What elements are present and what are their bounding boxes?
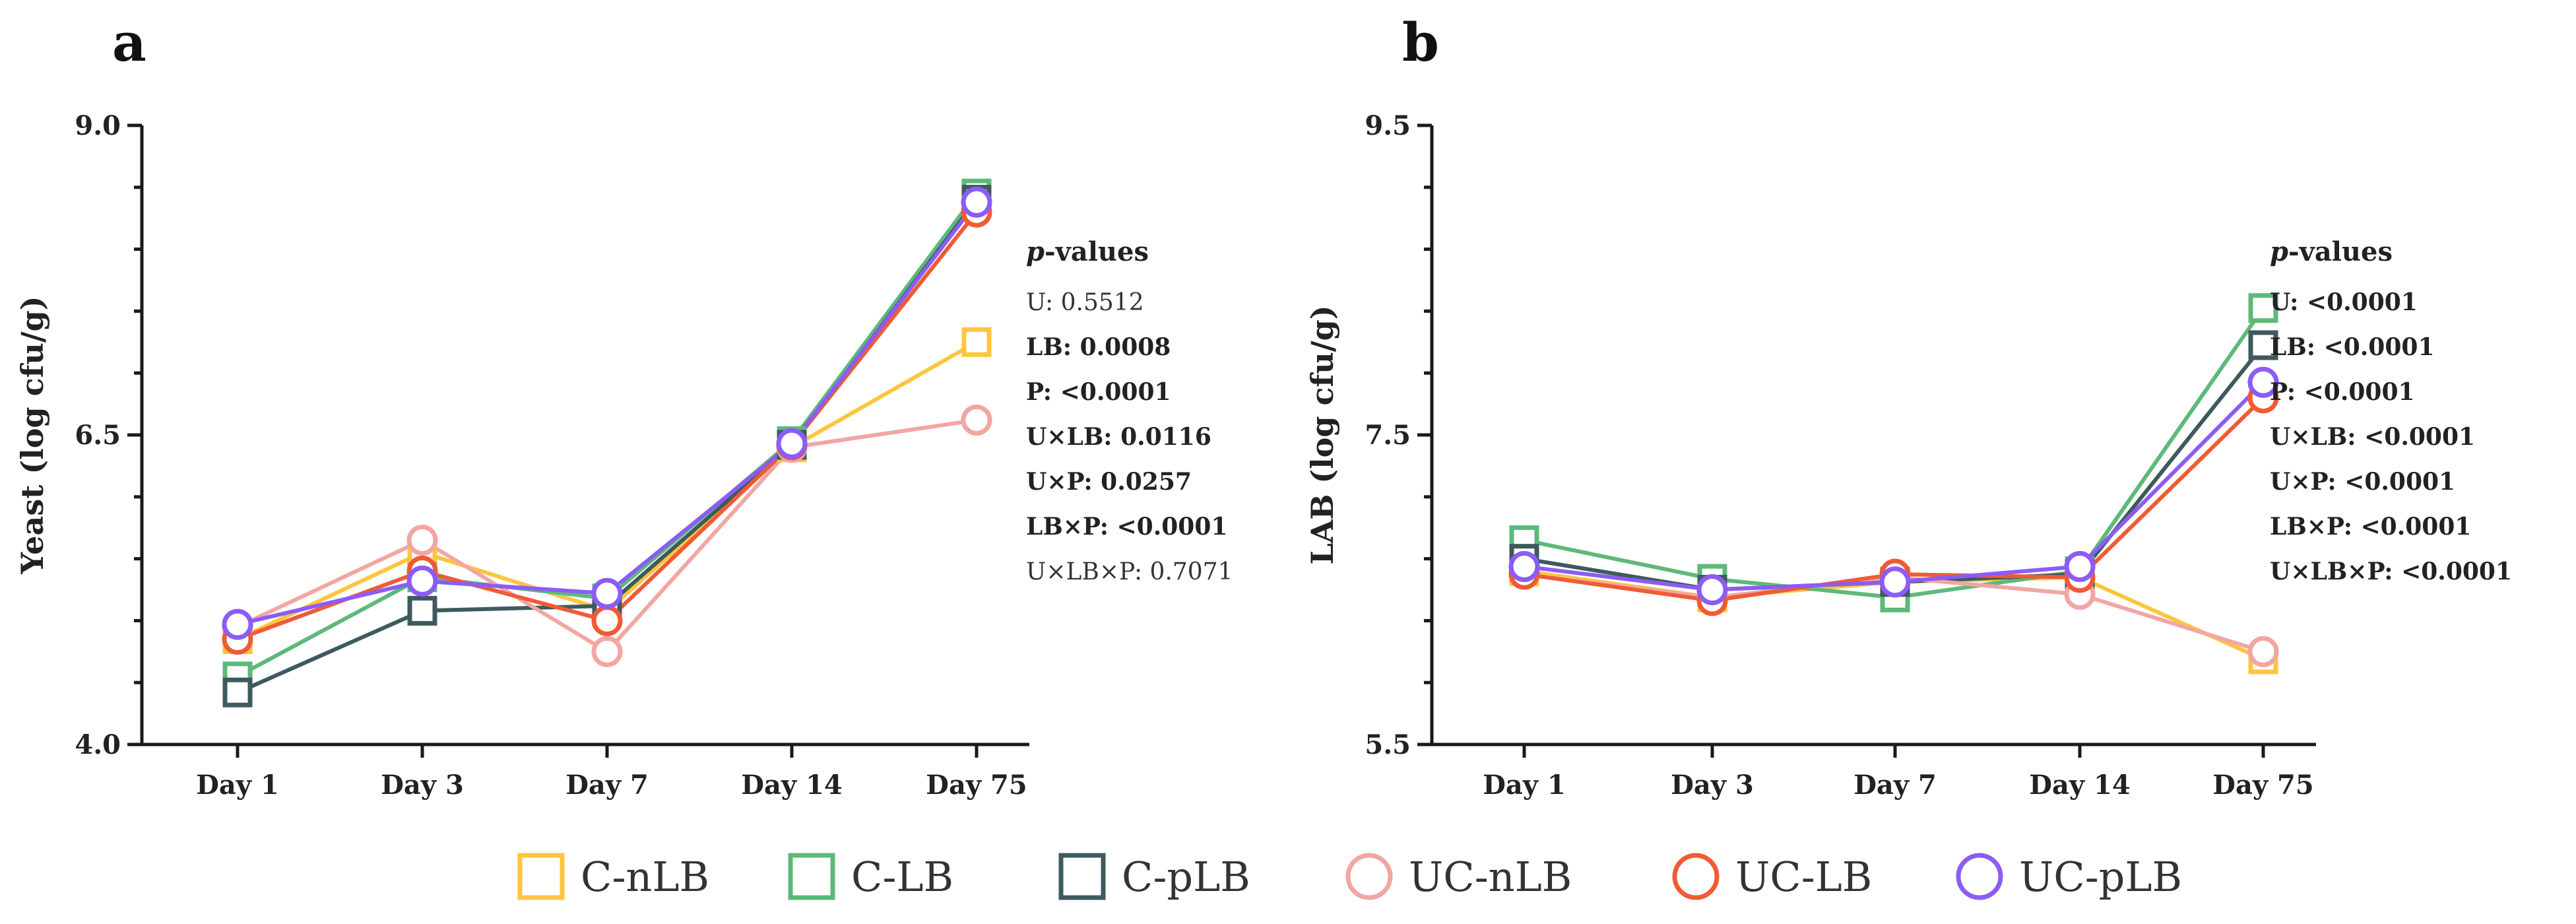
legend-label-uc-nlb: UC-nLB (1409, 853, 1572, 901)
panel-a-point-uc-plb (222, 609, 253, 640)
panel-a-y-tick-label: 9.0 (75, 110, 121, 141)
legend: C-nLB C-LB C-pLB UC-nLB UC-LB UC-pLB (517, 853, 2182, 901)
panel-a-point-uc-nlb (961, 404, 992, 436)
panel-a-y-tick-label: 4.0 (75, 729, 121, 760)
panel-b-pvalue-line: LB×P: <0.0001 (2270, 513, 2471, 541)
panel-a-pvalue-line: U×LB×P: 0.7071 (1026, 558, 1233, 585)
panel-b-line-c-lb (1524, 306, 2265, 600)
panel-b-pvalue-line: U×LB: <0.0001 (2270, 423, 2475, 451)
panel-b-pvalue-line: U×LB×P: <0.0001 (2270, 558, 2512, 585)
panel-a-x-tick-label: Day 75 (926, 770, 1027, 801)
panel-b-pvalues-title-p: p (2270, 236, 2288, 267)
panel-a-point-uc-nlb (406, 524, 438, 556)
panel-b-point-uc-plb (2247, 366, 2279, 398)
legend-label-uc-lb: UC-LB (1735, 853, 1872, 901)
panel-b-point-uc-plb (1696, 574, 1728, 605)
legend-label-c-plb: C-pLB (1122, 853, 1250, 901)
panel-b-x-tick-label: Day 75 (2212, 770, 2313, 801)
panel-a-point-uc-nlb (591, 636, 623, 667)
legend-marker-uc-plb (1956, 853, 2003, 900)
panel-a-y-axis-title: Yeast (log cfu/g) (15, 296, 50, 574)
panel-a-letter: a (112, 11, 146, 73)
panel-a-point-uc-plb (591, 578, 623, 609)
panel-b-point-uc-plb (2064, 550, 2096, 582)
legend-label-c-nlb: C-nLB (581, 853, 709, 901)
panel-a-point-c-plb (407, 595, 437, 626)
panel-a-pvalues-title-rest: -values (1045, 236, 1149, 267)
legend-marker-uc-nlb (1345, 853, 1393, 900)
panel-a-pvalue-line: U×P: 0.0257 (1026, 468, 1192, 496)
panel-b-point-uc-plb (1879, 566, 1911, 598)
panel-b-x-tick-label: Day 7 (1853, 770, 1937, 801)
panel-b-pvalues-title: p-values (2270, 236, 2393, 267)
legend-marker-uc-lb (1672, 853, 1720, 900)
panel-b-letter: b (1402, 11, 1439, 73)
panel-b-pvalue-line: P: <0.0001 (2270, 378, 2415, 406)
panel-a-line-uc-plb (237, 201, 979, 626)
panel-a-x-tick-label: Day 1 (196, 770, 279, 801)
panel-b-pvalue-line: U: <0.0001 (2270, 288, 2418, 316)
legend-label-uc-plb: UC-pLB (2019, 853, 2182, 901)
panel-a-x-tick-label: Day 7 (565, 770, 649, 801)
panel-a-point-c-plb (222, 677, 253, 708)
panel-a-yeast-chart: a 4.0 6.5 9.0 Yeast (log cfu/g) Day 1 Day 3 Day… (15, 11, 1233, 801)
panel-a-pvalues-title-p: p (1026, 236, 1045, 267)
panel-b-point-c-plb (2248, 330, 2278, 360)
panel-b-pvalue-line: U×P: <0.0001 (2270, 468, 2455, 496)
panel-a-point-uc-plb (406, 565, 438, 597)
panel-a-pvalue-line: LB: 0.0008 (1026, 333, 1171, 361)
panel-a-pvalues-title: p-values (1026, 236, 1149, 267)
panel-b-y-tick-label: 7.5 (1365, 420, 1411, 451)
panel-b-x-tick-label: Day 3 (1671, 770, 1754, 801)
panel-b-y-axis-title: LAB (log cfu/g) (1304, 306, 1340, 565)
panel-a-point-uc-plb (961, 186, 992, 218)
panel-b-lab-chart: b 5.5 7.5 9.5 LAB (log cfu/g) Day 1 Day 3 Day 7… (1304, 11, 2512, 801)
panel-a-x-tick-label: Day 3 (381, 770, 464, 801)
panel-a-pvalue-line: U: 0.5512 (1026, 289, 1144, 316)
panel-a-pvalue-line: LB×P: <0.0001 (1026, 513, 1227, 541)
panel-b-y-tick-label: 5.5 (1365, 729, 1411, 760)
legend-marker-c-nlb (517, 853, 565, 900)
panel-a-point-uc-plb (776, 428, 808, 459)
panel-a-point-uc-lb (591, 605, 623, 636)
panel-b-pvalue-line: LB: <0.0001 (2270, 333, 2435, 361)
panel-a-x-tick-label: Day 14 (741, 770, 842, 801)
legend-marker-c-lb (788, 853, 835, 900)
panel-b-point-uc-nlb (2247, 636, 2279, 667)
panel-b-x-tick-label: Day 1 (1483, 770, 1566, 801)
panel-a-pvalue-line: U×LB: 0.0116 (1026, 423, 1211, 451)
panel-a-point-c-nlb (961, 327, 992, 357)
panel-b-point-uc-plb (1508, 550, 1540, 582)
panel-b-x-tick-label: Day 14 (2029, 770, 2130, 801)
legend-label-c-lb: C-LB (851, 853, 953, 901)
panel-a-pvalue-line: P: <0.0001 (1026, 378, 1171, 406)
panel-a-y-tick-label: 6.5 (75, 420, 121, 451)
legend-marker-c-plb (1058, 853, 1106, 900)
panel-b-point-c-lb (2248, 293, 2278, 323)
panel-b-y-tick-label: 9.5 (1365, 110, 1411, 141)
panel-b-pvalues-title-rest: -values (2288, 236, 2393, 267)
